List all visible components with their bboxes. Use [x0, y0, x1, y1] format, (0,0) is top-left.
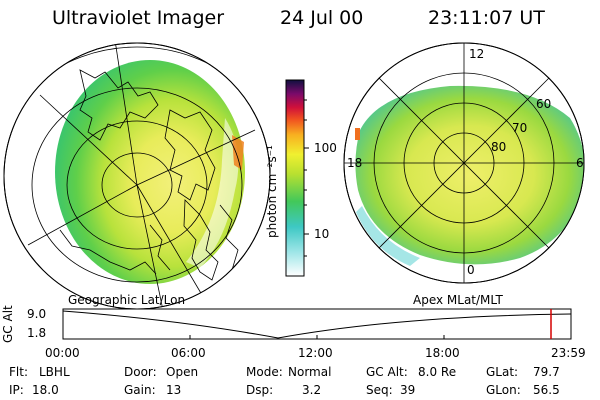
footer-ip-label: IP: — [9, 383, 24, 397]
timeline-tick-2359: 23:59 — [551, 346, 586, 360]
left-panel-title: Geographic Lat/Lon — [68, 293, 186, 307]
polar-label-0: 0 — [467, 263, 475, 277]
footer-ip-value: 18.0 — [32, 383, 59, 397]
footer-gain-value: 13 — [166, 383, 182, 397]
polar-label-12: 12 — [469, 47, 485, 61]
footer-glon-value: 56.5 — [533, 383, 560, 397]
colorbar-tick-100: 100 — [314, 141, 337, 155]
footer-glat-value: 79.7 — [533, 365, 560, 379]
timeline-axis-title: GC Alt — [1, 305, 15, 343]
footer-dsp-value: 3.2 — [302, 383, 322, 397]
timeline-tick-0600: 06:00 — [171, 346, 206, 360]
footer-flt-label: Flt: — [9, 365, 28, 379]
footer-glon-label: GLon: — [486, 383, 521, 397]
footer-dsp-label: Dsp: — [246, 383, 274, 397]
time-label: 23:11:07 UT — [428, 7, 545, 29]
colorbar-unit-label: photon cm⁻²s⁻¹ — [265, 145, 279, 238]
polar-ring-80: 80 — [491, 140, 507, 154]
polar-label-18: 18 — [347, 156, 363, 170]
timeline-tick-1200: 12:00 — [298, 346, 333, 360]
altitude-timeline — [62, 308, 572, 340]
polar-ring-60: 60 — [536, 97, 552, 111]
colorbar — [285, 79, 309, 277]
polar-map — [343, 42, 585, 284]
right-panel-title: Apex MLat/MLT — [413, 293, 503, 307]
polar-ring-70: 70 — [512, 121, 528, 135]
timeline-tick-1800: 18:00 — [425, 346, 460, 360]
footer-mode-label: Mode: — [246, 365, 283, 379]
timeline-tick-0000: 00:00 — [45, 346, 80, 360]
colorbar-tick-10: 10 — [314, 227, 330, 241]
geographic-map — [3, 42, 271, 310]
footer-glat-label: GLat: — [486, 365, 519, 379]
footer-seq-label: Seq: — [366, 383, 393, 397]
footer-gcalt-label: GC Alt: — [366, 365, 408, 379]
altitude-curve — [62, 310, 572, 339]
polar-label-6: 6 — [576, 156, 584, 170]
footer-flt-value: LBHL — [39, 365, 70, 379]
date-label: 24 Jul 00 — [280, 7, 364, 29]
footer-door-label: Door: — [124, 365, 157, 379]
timeline-ymin: 1.8 — [27, 326, 47, 340]
footer-gain-label: Gain: — [124, 383, 156, 397]
footer-door-value: Open — [166, 365, 199, 379]
auroral-oval — [355, 85, 584, 265]
footer-seq-value: 39 — [400, 383, 416, 397]
instrument-title: Ultraviolet Imager — [52, 7, 225, 29]
footer-gcalt-value: 8.0 Re — [418, 365, 457, 379]
footer-mode-value: Normal — [288, 365, 332, 379]
aurora-emission — [55, 60, 245, 284]
timeline-ymax: 9.0 — [27, 307, 47, 321]
